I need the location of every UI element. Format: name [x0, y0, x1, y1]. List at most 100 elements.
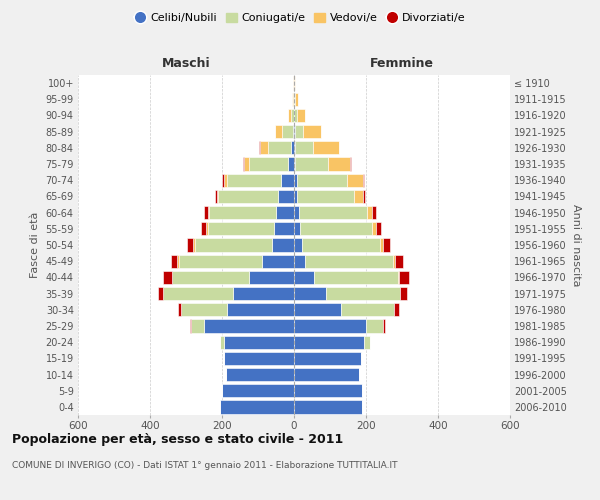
Bar: [295, 92, 298, 106]
Bar: [204, 320, 294, 332]
Bar: [201, 222, 206, 235]
Bar: [294, 320, 366, 332]
Bar: [305, 254, 393, 268]
Bar: [367, 206, 373, 220]
Bar: [292, 92, 293, 106]
Bar: [268, 141, 291, 154]
Bar: [394, 303, 399, 316]
Bar: [227, 303, 294, 316]
Bar: [195, 238, 272, 252]
Bar: [178, 303, 181, 316]
Bar: [223, 174, 224, 187]
Bar: [274, 222, 294, 235]
Bar: [193, 238, 195, 252]
Bar: [383, 320, 385, 332]
Bar: [302, 238, 380, 252]
Bar: [224, 352, 294, 365]
Bar: [272, 238, 294, 252]
Bar: [187, 238, 193, 252]
Bar: [220, 400, 294, 413]
Bar: [294, 174, 296, 187]
Bar: [383, 238, 390, 252]
Bar: [209, 206, 276, 220]
Bar: [314, 270, 398, 284]
Bar: [291, 141, 294, 154]
Text: Femmine: Femmine: [370, 57, 434, 70]
Bar: [294, 190, 297, 203]
Bar: [190, 320, 191, 332]
Bar: [294, 254, 305, 268]
Bar: [294, 352, 361, 365]
Bar: [373, 206, 376, 220]
Bar: [217, 190, 218, 203]
Text: Maschi: Maschi: [161, 57, 211, 70]
Legend: Celibi/Nubili, Coniugati/e, Vedovi/e, Divorziati/e: Celibi/Nubili, Coniugati/e, Vedovi/e, Di…: [130, 8, 470, 28]
Bar: [294, 238, 302, 252]
Bar: [380, 238, 383, 252]
Bar: [158, 287, 163, 300]
Bar: [233, 287, 294, 300]
Bar: [400, 287, 407, 300]
Bar: [294, 400, 362, 413]
Bar: [326, 287, 400, 300]
Bar: [294, 270, 314, 284]
Bar: [294, 303, 341, 316]
Bar: [313, 141, 339, 154]
Bar: [224, 336, 294, 349]
Bar: [302, 125, 322, 138]
Bar: [276, 206, 294, 220]
Bar: [275, 125, 282, 138]
Bar: [243, 158, 244, 170]
Bar: [295, 141, 313, 154]
Bar: [294, 141, 295, 154]
Bar: [262, 254, 294, 268]
Bar: [191, 320, 204, 332]
Bar: [208, 206, 209, 220]
Bar: [354, 190, 363, 203]
Bar: [248, 158, 287, 170]
Bar: [294, 158, 295, 170]
Bar: [222, 384, 294, 398]
Bar: [181, 303, 227, 316]
Bar: [177, 254, 179, 268]
Bar: [295, 158, 328, 170]
Bar: [398, 270, 399, 284]
Bar: [260, 141, 268, 154]
Text: COMUNE DI INVERIGO (CO) - Dati ISTAT 1° gennaio 2011 - Elaborazione TUTTITALIA.I: COMUNE DI INVERIGO (CO) - Dati ISTAT 1° …: [12, 460, 398, 469]
Bar: [294, 125, 295, 138]
Bar: [294, 222, 301, 235]
Bar: [249, 270, 294, 284]
Bar: [291, 109, 293, 122]
Text: Popolazione per età, sesso e stato civile - 2011: Popolazione per età, sesso e stato civil…: [12, 432, 343, 446]
Bar: [278, 190, 294, 203]
Bar: [341, 303, 394, 316]
Bar: [208, 222, 274, 235]
Bar: [288, 109, 291, 122]
Bar: [294, 384, 362, 398]
Bar: [395, 254, 403, 268]
Bar: [172, 270, 249, 284]
Bar: [206, 222, 208, 235]
Bar: [163, 270, 172, 284]
Bar: [224, 174, 227, 187]
Bar: [294, 336, 364, 349]
Bar: [399, 270, 409, 284]
Bar: [350, 158, 351, 170]
Bar: [297, 109, 305, 122]
Bar: [293, 125, 294, 138]
Bar: [295, 109, 297, 122]
Bar: [347, 174, 363, 187]
Bar: [179, 254, 262, 268]
Bar: [227, 174, 281, 187]
Bar: [287, 158, 294, 170]
Bar: [281, 174, 294, 187]
Bar: [244, 158, 248, 170]
Bar: [294, 206, 299, 220]
Bar: [204, 206, 208, 220]
Bar: [364, 336, 370, 349]
Bar: [294, 368, 359, 381]
Bar: [376, 222, 381, 235]
Bar: [215, 190, 217, 203]
Y-axis label: Fasce di età: Fasce di età: [30, 212, 40, 278]
Bar: [218, 190, 278, 203]
